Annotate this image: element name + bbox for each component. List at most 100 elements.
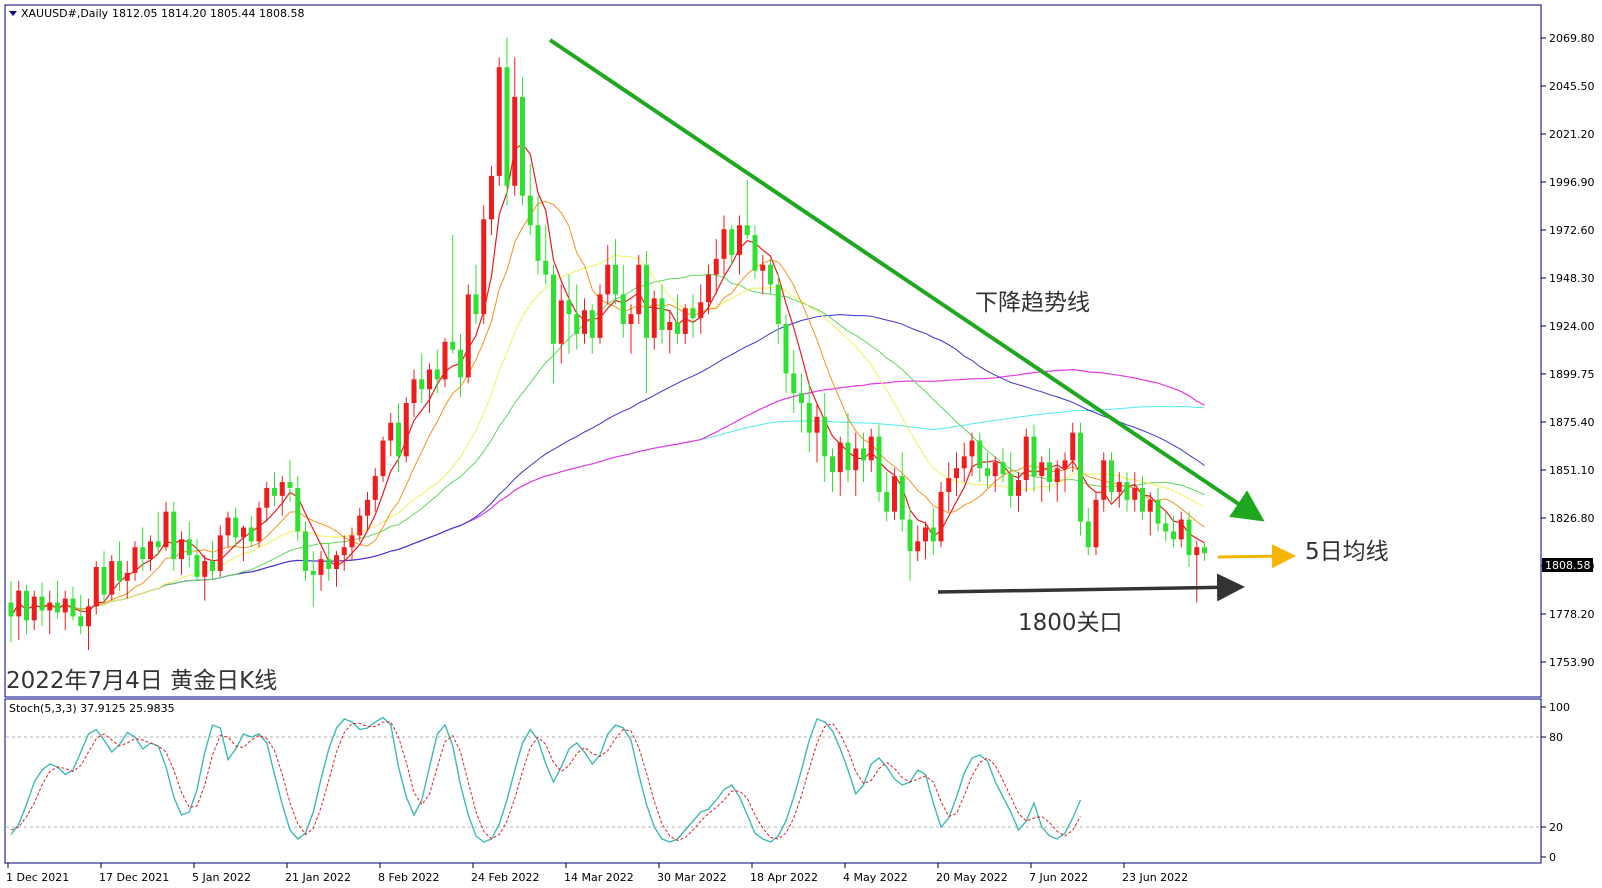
candle (667, 310, 673, 354)
candle-body (132, 547, 138, 573)
candle (675, 294, 680, 344)
candle (1147, 491, 1153, 536)
candle (217, 525, 223, 577)
candle (372, 468, 378, 512)
candle (171, 501, 177, 571)
candle-body (450, 341, 456, 350)
chart-menu-triangle-icon[interactable] (9, 11, 17, 16)
candle-body (744, 225, 750, 236)
candle-body (985, 468, 990, 477)
candle (582, 298, 587, 344)
candle (109, 555, 115, 601)
candle (744, 179, 750, 240)
candle (636, 254, 642, 325)
candle (597, 284, 603, 344)
candle-body (403, 403, 409, 457)
candle (31, 590, 37, 631)
candle (651, 290, 657, 350)
candle-body (551, 274, 556, 344)
candle (1109, 452, 1114, 502)
candle (977, 432, 983, 483)
candle (527, 164, 533, 236)
candle-body (1194, 547, 1200, 556)
candle-body (1101, 460, 1107, 500)
candle (1163, 511, 1169, 542)
candle (551, 264, 556, 384)
candle-body (837, 442, 843, 473)
candle (923, 521, 928, 560)
candle-body (62, 598, 68, 613)
candle-body (791, 373, 797, 394)
candle (992, 456, 998, 492)
candle-body (682, 308, 688, 334)
candle (752, 225, 758, 279)
candle (682, 304, 688, 344)
candle-body (876, 436, 882, 492)
candle-body (628, 314, 634, 325)
candle-body (279, 482, 285, 496)
candle-body (954, 468, 959, 479)
candle (396, 403, 401, 473)
candle (713, 239, 719, 295)
candle (101, 551, 107, 603)
stoch-tick-label: 100 (1549, 701, 1570, 714)
price-tick-label: 1972.60 (1549, 224, 1595, 237)
candle-body (667, 322, 673, 330)
candle (8, 580, 14, 643)
candle (1124, 472, 1130, 512)
candle (659, 284, 665, 344)
candle-body (923, 527, 928, 542)
candle-body (706, 274, 711, 303)
chart-title: 2022年7月4日 黄金日K线 (6, 668, 277, 694)
candle (241, 525, 246, 562)
candle-body (70, 598, 76, 617)
candle (380, 436, 386, 483)
candle-body (566, 300, 572, 315)
time-tick-label: 30 Mar 2022 (657, 871, 727, 884)
stoch-title: Stoch(5,3,3) 37.9125 25.9835 (9, 702, 175, 715)
candle (1155, 487, 1161, 532)
candle-body (814, 416, 820, 433)
candle (78, 594, 84, 635)
candle (186, 521, 192, 567)
candle-body (349, 535, 355, 548)
candle (760, 254, 766, 295)
candle (845, 412, 851, 483)
candle (1178, 511, 1184, 548)
candle-body (272, 487, 277, 496)
candle (295, 476, 301, 542)
candle (566, 274, 572, 354)
candle (605, 245, 611, 305)
candle-body (830, 456, 835, 473)
candle (318, 551, 324, 591)
candle-body (558, 300, 564, 344)
candle-body (620, 294, 626, 325)
price-tick-label: 1948.30 (1549, 272, 1595, 285)
candle (613, 239, 618, 305)
price-axis: 2069.80 2045.50 2021.20 1996.90 1972.60 1948.… (1541, 32, 1595, 669)
candle-body (8, 602, 14, 617)
candle (341, 535, 347, 571)
candle-body (1023, 436, 1029, 481)
stoch-main-line (10, 716, 1082, 843)
candle (876, 424, 882, 502)
candle-body (752, 235, 758, 271)
candle-body (737, 225, 742, 255)
candle (264, 482, 270, 522)
candle-body (489, 175, 494, 220)
candle-body (1085, 521, 1091, 548)
candle (179, 531, 184, 575)
candle-body (163, 511, 169, 548)
candle (915, 525, 921, 562)
candle-body (310, 570, 316, 575)
candle-body (930, 527, 936, 542)
candle-body (799, 393, 804, 404)
candle-body (543, 260, 549, 275)
price-tick-label: 1778.20 (1549, 608, 1595, 621)
stoch-signal-line (10, 721, 1081, 842)
candle-body (248, 527, 254, 542)
candle (543, 225, 549, 285)
candle-body (1147, 499, 1153, 512)
candle-body (365, 499, 370, 516)
candle-body (659, 298, 665, 330)
